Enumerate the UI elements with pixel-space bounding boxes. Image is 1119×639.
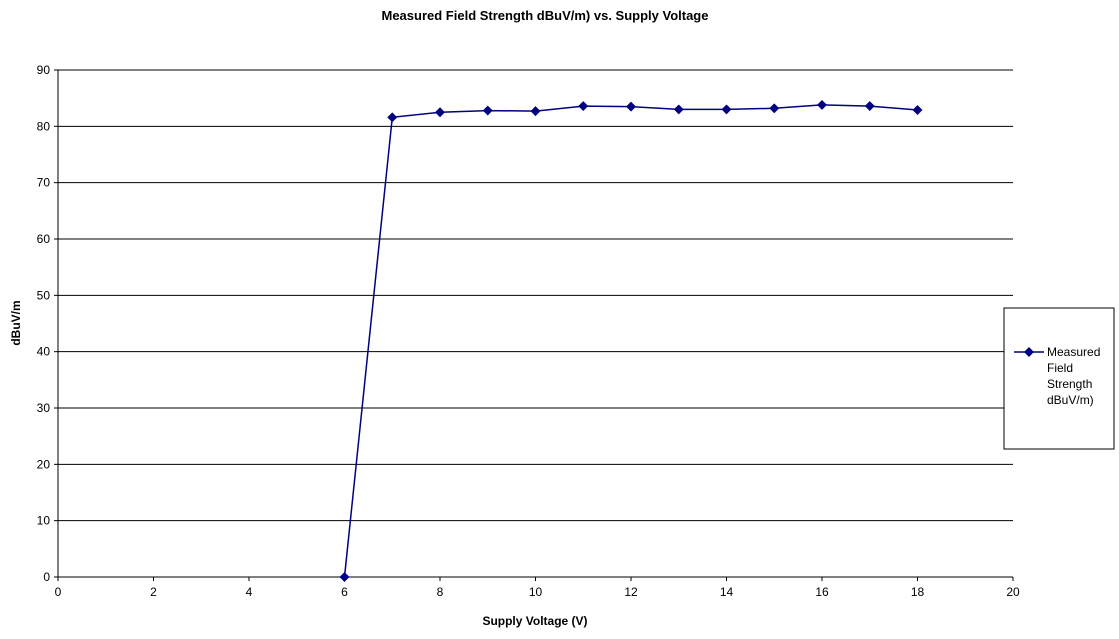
legend-label-line-2: Field (1047, 361, 1073, 375)
axes (54, 69, 1014, 581)
legend-marker (1024, 347, 1034, 357)
x-tick-label: 20 (1006, 585, 1020, 599)
x-axis-label: Supply Voltage (V) (482, 614, 587, 628)
data-point (387, 112, 398, 123)
y-tick-label: 90 (37, 63, 51, 77)
series-line (343, 104, 918, 578)
data-point (817, 99, 827, 110)
y-tick-label: 60 (37, 232, 51, 246)
legend: Measured Field Strength dBuV/m) (1003, 307, 1115, 450)
legend-label-line-4: dBuV/m) (1047, 393, 1094, 407)
y-tick-label: 50 (37, 288, 51, 302)
y-tick-label: 70 (37, 176, 51, 190)
x-tick-label: 8 (437, 585, 444, 599)
x-tick-label: 6 (341, 585, 348, 599)
y-axis-label: dBuV/m (9, 300, 23, 345)
x-tick-label: 16 (815, 585, 829, 599)
data-point (673, 104, 684, 115)
data-point (578, 101, 589, 112)
y-tick-label: 20 (37, 457, 51, 471)
y-tick-label: 40 (37, 345, 51, 359)
x-tick-label: 0 (55, 585, 62, 599)
x-tick-label: 12 (624, 585, 638, 599)
y-tick-label: 80 (37, 119, 51, 133)
data-point (864, 101, 875, 112)
data-point (721, 104, 732, 115)
legend-label-line-1: Measured (1047, 345, 1100, 359)
legend-box (1003, 307, 1115, 450)
tick-labels: 0 10 20 30 40 50 60 70 80 90 0 2 4 6 8 10 12 14 16 18 20 (37, 63, 1020, 599)
data-point (435, 107, 445, 118)
chart-title: Measured Field Strength dBuV/m) vs. Supp… (382, 8, 709, 23)
x-tick-label: 10 (529, 585, 543, 599)
x-tick-label: 4 (246, 585, 253, 599)
x-tick-label: 14 (720, 585, 734, 599)
series-layer (339, 99, 923, 582)
data-point (339, 572, 350, 582)
data-point (530, 106, 541, 117)
data-point (626, 101, 636, 112)
legend-label-line-3: Strength (1047, 377, 1092, 391)
data-point (482, 105, 493, 116)
y-tick-label: 30 (37, 401, 51, 415)
x-tick-label: 18 (911, 585, 925, 599)
data-point (912, 105, 923, 115)
y-tick-label: 10 (37, 514, 51, 528)
data-point (769, 103, 780, 114)
x-tick-label: 2 (150, 585, 157, 599)
legend-label: Measured Field Strength dBuV/m) (1047, 345, 1104, 407)
y-tick-label: 0 (43, 570, 50, 584)
gridlines (58, 69, 1013, 522)
